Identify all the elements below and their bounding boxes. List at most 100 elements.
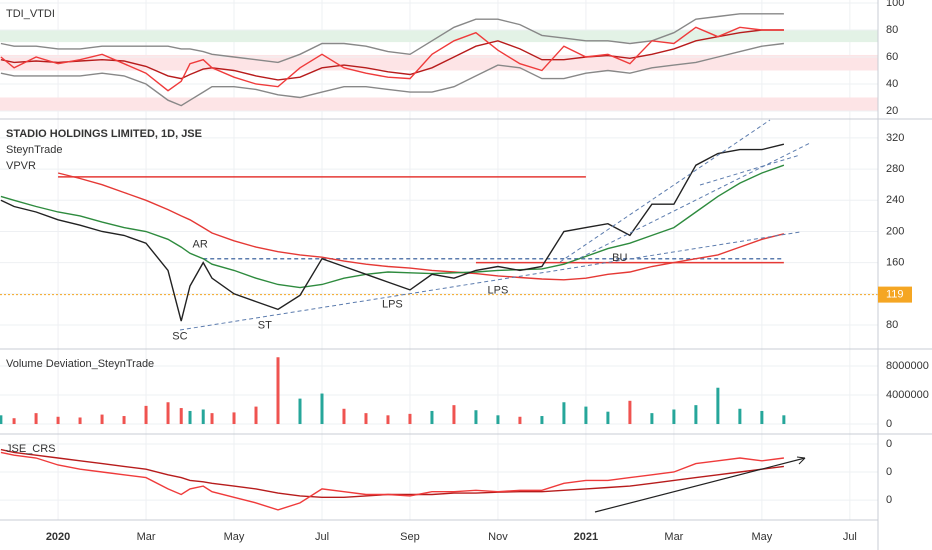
volume-bar: [606, 411, 610, 425]
trendline: [579, 142, 811, 259]
y-tick-label: 100: [886, 0, 904, 9]
y-tick-label: 200: [886, 225, 904, 237]
y-tick-label: 8000000: [886, 360, 929, 372]
x-tick-label: Nov: [488, 531, 508, 543]
annotation: ST: [258, 320, 272, 332]
y-tick-label: 0: [886, 466, 892, 478]
y-tick-label: 0: [886, 438, 892, 450]
series-line: [0, 26, 784, 92]
annotation: LPS: [382, 299, 403, 311]
panel: [0, 118, 932, 326]
volume-bar: [584, 406, 588, 425]
volume-bar: [650, 413, 654, 425]
volume-bar: [201, 409, 205, 425]
panels: [0, 0, 932, 520]
volume-bar: [179, 408, 183, 425]
y-tick-label: 320: [886, 132, 904, 144]
x-tick-label: May: [224, 531, 245, 543]
volume-bar: [694, 405, 698, 425]
volume-bar: [12, 418, 16, 425]
volume-bar: [364, 413, 368, 425]
volume-bar: [408, 413, 412, 425]
volume-bar: [386, 415, 390, 425]
series-line: [0, 451, 784, 511]
volume-bar: [474, 410, 478, 425]
volume-bar: [628, 400, 632, 425]
y-tick-label: 80: [886, 319, 898, 331]
volume-bar: [672, 409, 676, 425]
volume-bar: [540, 416, 544, 425]
volume-bar: [34, 413, 38, 425]
trendline: [559, 119, 771, 263]
volume-bar: [496, 415, 500, 425]
volume-bar: [562, 402, 566, 425]
volume-bar: [166, 402, 170, 425]
y-tick-label: 40: [886, 78, 898, 90]
x-tick-label: 2020: [46, 531, 70, 543]
series-line: [0, 448, 784, 498]
trendline: [699, 154, 801, 186]
volume-bar: [210, 413, 214, 425]
x-tick-label: Jul: [315, 531, 329, 543]
x-tick-label: Mar: [664, 531, 683, 543]
y-tick-label: 20: [886, 105, 898, 117]
volume-bar: [716, 387, 720, 425]
volume-bar: [760, 410, 764, 425]
x-tick-label: 2021: [574, 531, 598, 543]
volume-bar: [78, 417, 82, 425]
volume-bar: [738, 408, 742, 425]
trendlines: [179, 119, 811, 513]
volume-bar: [0, 415, 3, 425]
volume-bar: [298, 398, 302, 425]
volume-bar: [276, 357, 280, 425]
panel: [0, 348, 932, 425]
volume-bar: [320, 393, 324, 425]
series-line: [0, 42, 784, 107]
series-line: [0, 29, 784, 81]
panel: [0, 2, 878, 112]
panel-title: Volume Deviation_SteynTrade: [6, 358, 154, 370]
x-tick-label: May: [751, 531, 772, 543]
last-price-badge: [878, 286, 912, 303]
y-tick-label: 160: [886, 257, 904, 269]
y-tick-label: 0: [886, 418, 892, 430]
volume-bar: [232, 412, 236, 425]
last-price-label: 119: [886, 289, 904, 301]
volume-bar: [342, 408, 346, 425]
annotation: SC: [172, 331, 187, 343]
y-tick-label: 240: [886, 194, 904, 206]
panel-title: STADIO HOLDINGS LIMITED, 1D, JSE: [6, 128, 202, 140]
volume-bar: [144, 405, 148, 425]
arrow-head: [796, 456, 806, 465]
volume-bar: [188, 410, 192, 425]
x-tick-label: Mar: [137, 531, 156, 543]
volume-bar: [452, 405, 456, 425]
series-line: [57, 172, 785, 281]
annotation: BU: [612, 252, 627, 264]
series-line: [0, 13, 784, 64]
x-tick-label: Sep: [400, 531, 420, 543]
volume-bar: [56, 416, 60, 425]
panel-title: JSE_CRS: [6, 443, 56, 455]
annotation: AR: [193, 239, 208, 251]
panel-subtitle: SteynTrade: [6, 144, 62, 156]
y-tick-label: 4000000: [886, 389, 929, 401]
y-tick-label: 60: [886, 51, 898, 63]
y-tick-label: 80: [886, 24, 898, 36]
volume-bar: [254, 406, 258, 425]
y-tick-label: 280: [886, 163, 904, 175]
x-tick-label: Jul: [843, 531, 857, 543]
series-line: [0, 143, 785, 322]
annotation: LPS: [488, 285, 509, 297]
panel: [0, 433, 932, 511]
y-tick-label: 0: [886, 494, 892, 506]
panel-subtitle: VPVR: [6, 160, 36, 172]
volume-bar: [430, 410, 434, 425]
volume-bar: [100, 414, 104, 425]
panel-title: TDI_VTDI: [6, 8, 55, 20]
volume-bar: [782, 415, 786, 425]
volume-bar: [122, 416, 126, 425]
trendline: [594, 457, 806, 513]
